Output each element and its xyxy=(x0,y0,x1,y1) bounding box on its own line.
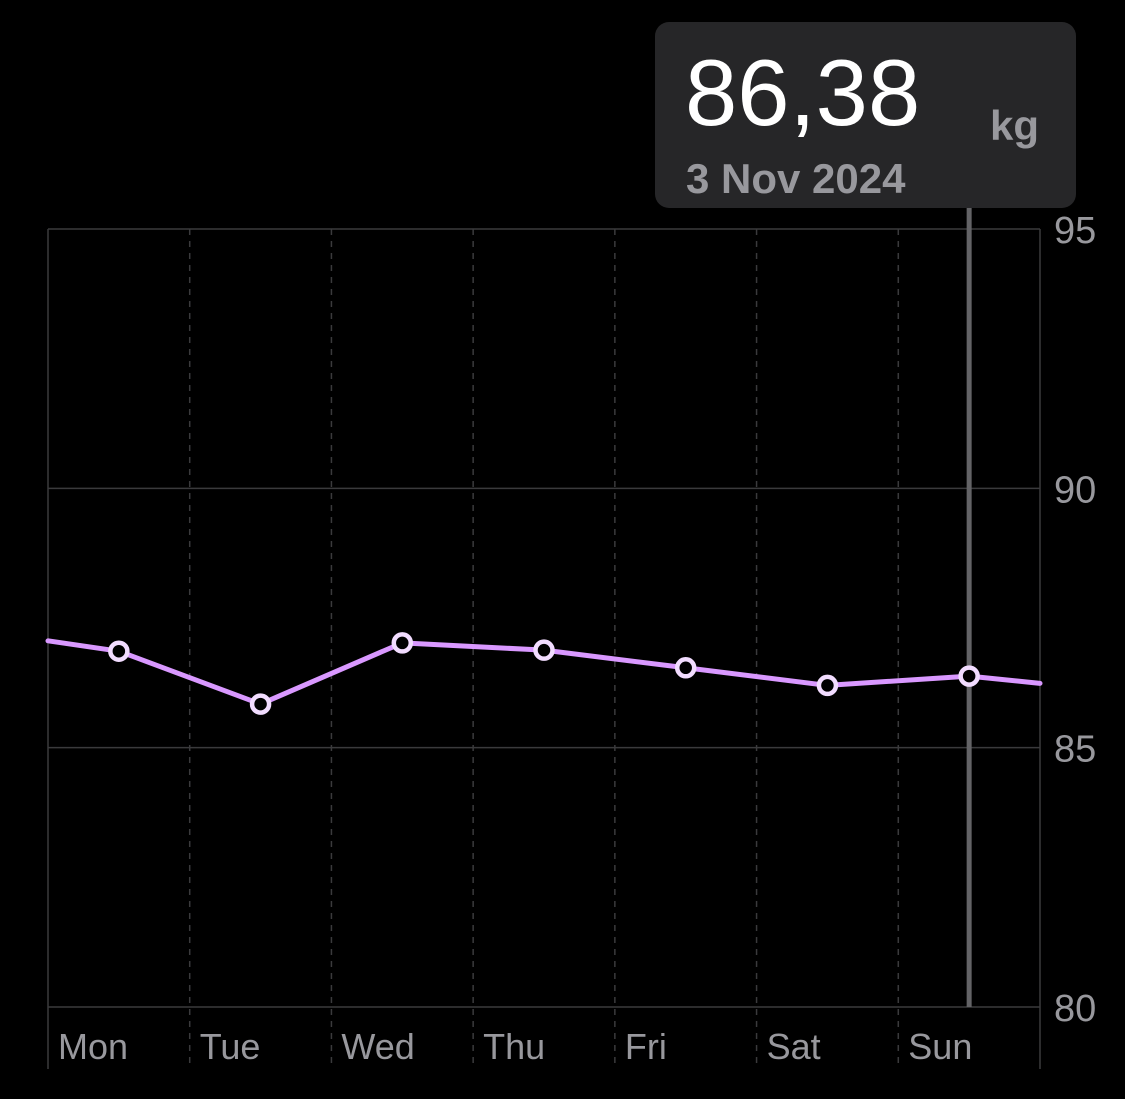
x-axis-labels: Mon Tue Wed Thu Fri Sat Sun xyxy=(58,1026,972,1067)
value-tooltip: 86,38 kg 3 Nov 2024 xyxy=(655,22,1076,208)
y-tick-label-85: 85 xyxy=(1054,729,1096,771)
x-tick-label-wed: Wed xyxy=(341,1026,414,1067)
x-tick-label-tue: Tue xyxy=(200,1026,261,1067)
x-tick-label-sun: Sun xyxy=(908,1026,972,1067)
data-point-tue[interactable] xyxy=(249,693,272,715)
data-point-sat[interactable] xyxy=(816,674,839,697)
data-point-wed[interactable] xyxy=(391,632,414,654)
data-point-mon[interactable] xyxy=(108,640,130,662)
data-point-fri[interactable] xyxy=(674,657,697,679)
data-point-thu[interactable] xyxy=(533,639,555,661)
data-point-sun[interactable] xyxy=(958,665,980,687)
tooltip-date: 3 Nov 2024 xyxy=(686,155,906,202)
y-tick-label-80: 80 xyxy=(1054,988,1096,1030)
x-tick-label-thu: Thu xyxy=(483,1026,545,1067)
tooltip-unit: kg xyxy=(990,102,1040,149)
x-tick-label-mon: Mon xyxy=(58,1026,128,1067)
x-tick-label-fri: Fri xyxy=(625,1026,667,1067)
data-points[interactable] xyxy=(108,632,980,715)
tooltip-weight-value: 86,38 xyxy=(685,40,921,145)
y-tick-label-95: 95 xyxy=(1054,210,1096,252)
grid xyxy=(47,228,1041,1069)
y-axis-labels: 95 90 85 80 xyxy=(1054,210,1096,1030)
x-tick-label-sat: Sat xyxy=(767,1026,821,1067)
y-tick-label-90: 90 xyxy=(1054,469,1096,511)
